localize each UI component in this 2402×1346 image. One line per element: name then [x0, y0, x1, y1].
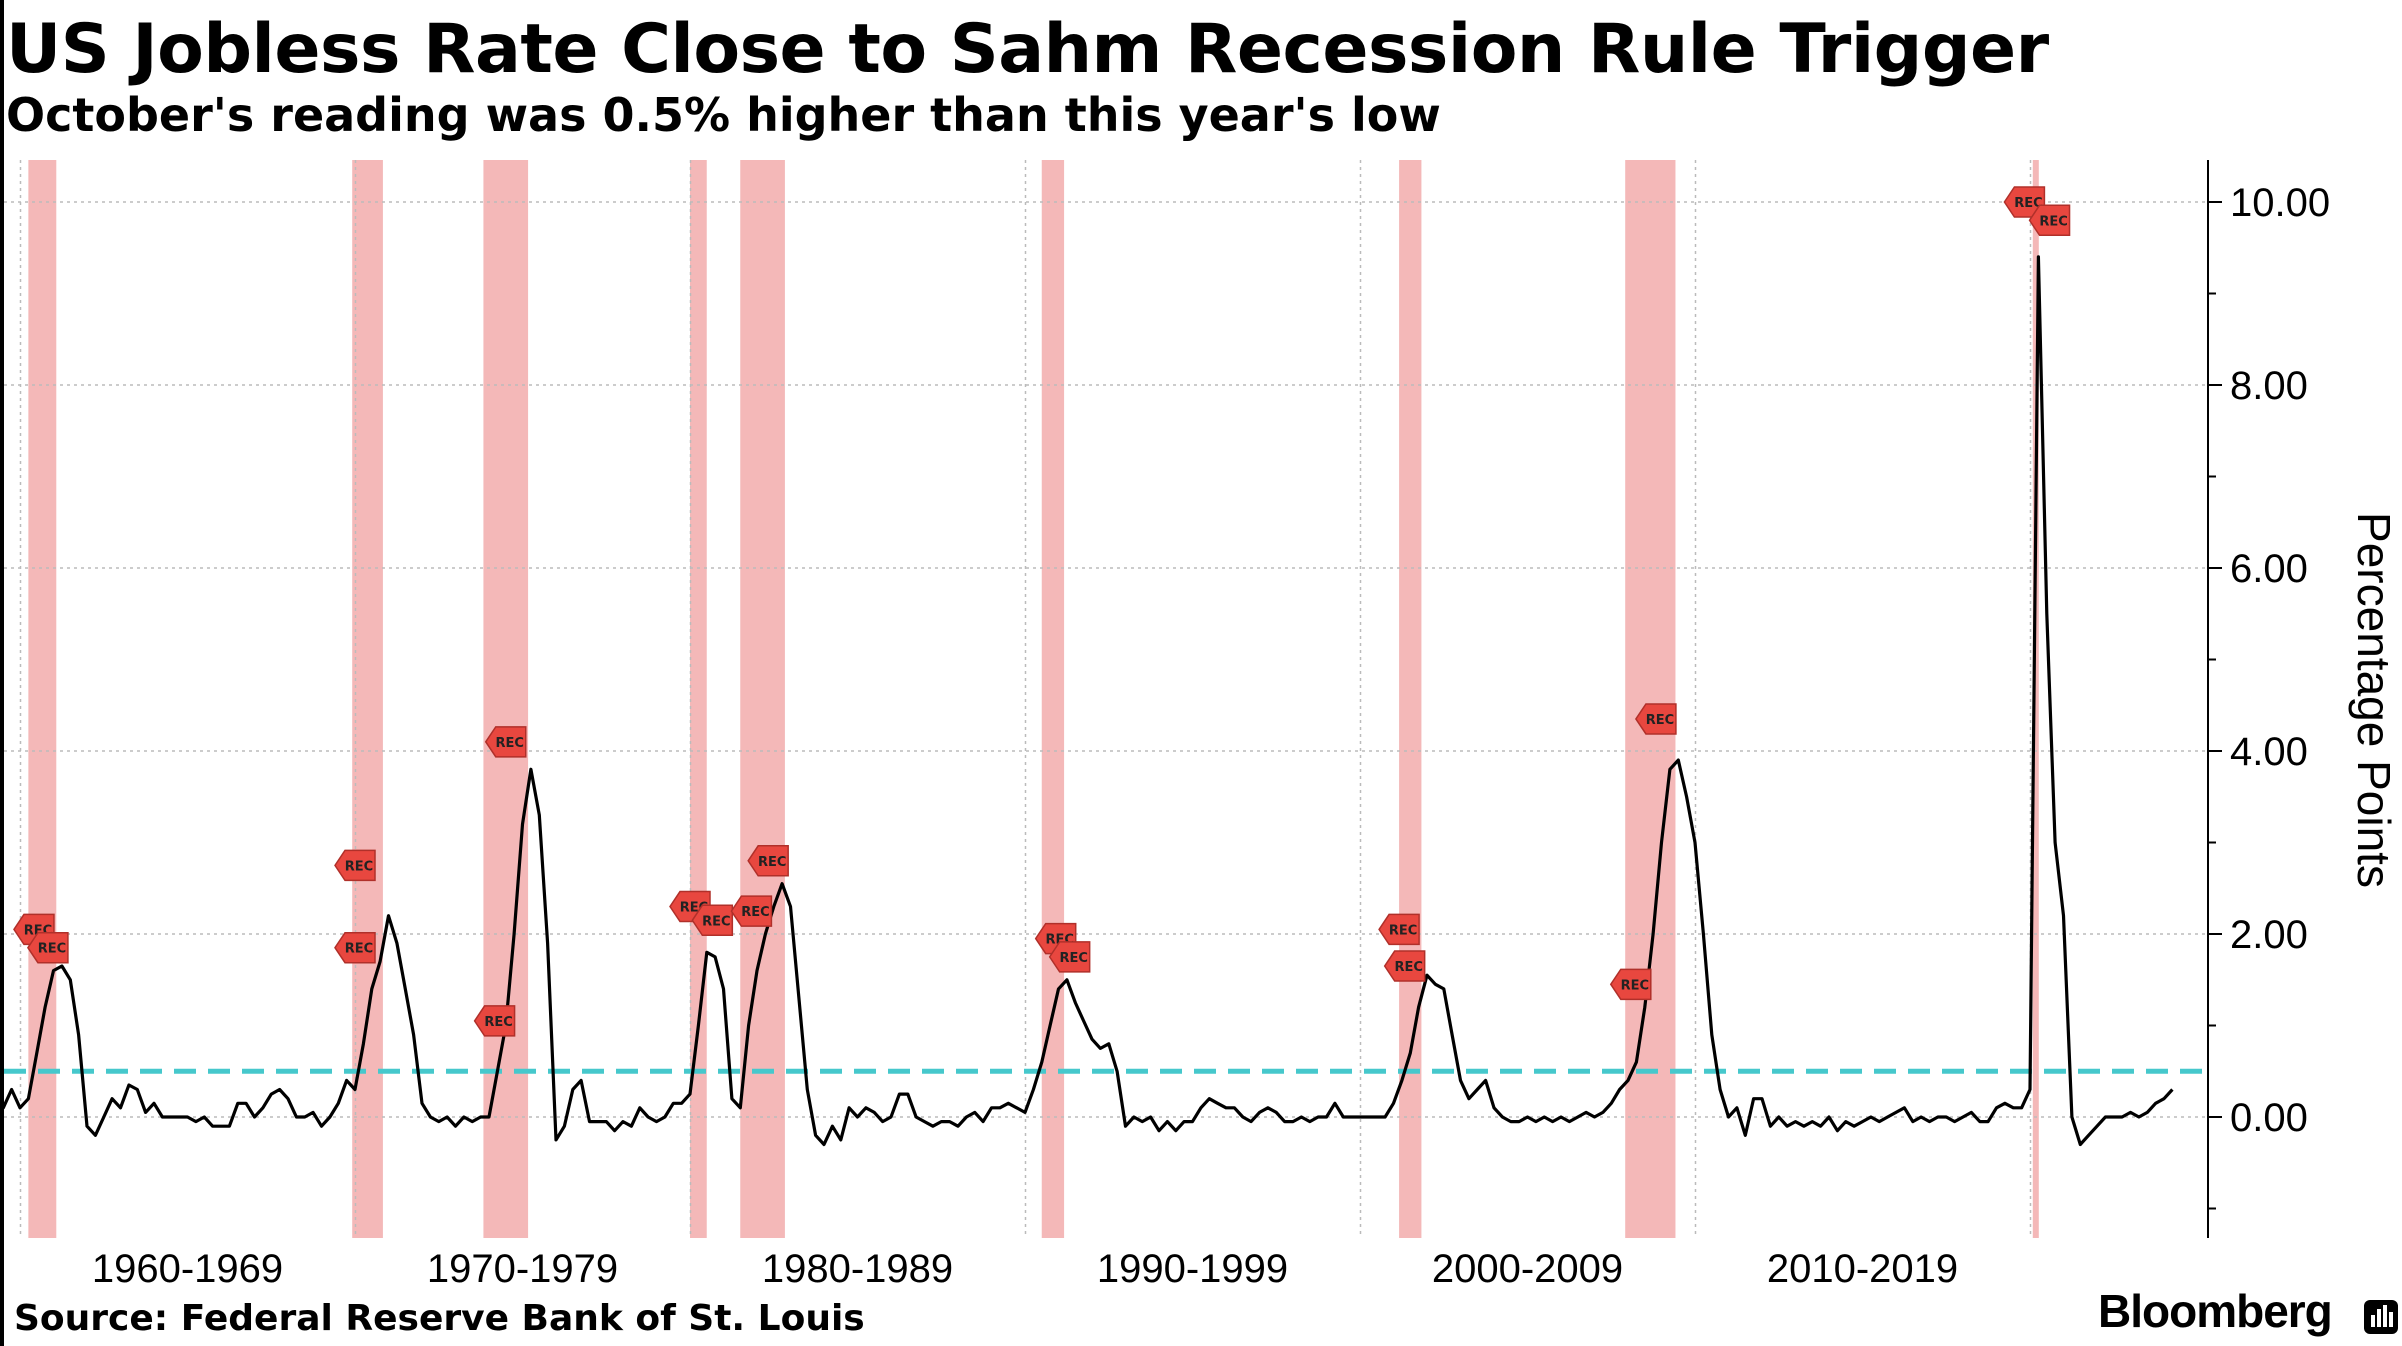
rec-marker-label: REC — [345, 859, 373, 874]
rec-marker-shape — [747, 845, 789, 877]
rec-marker: REC — [1609, 968, 1652, 1001]
left-border — [0, 0, 4, 1346]
rec-marker: REC — [1378, 913, 1420, 946]
terminal-icon — [2364, 1300, 2398, 1334]
y-axis-label-group: Percentage Points — [2348, 512, 2400, 888]
rec-marker: REC — [730, 895, 773, 927]
rec-marker: REC — [691, 904, 734, 937]
rec-marker-label: REC — [1389, 923, 1417, 938]
rec-marker-shape — [334, 849, 376, 882]
chart-subtitle: October's reading was 0.5% higher than t… — [6, 88, 1441, 142]
rec-marker-label: REC — [1059, 951, 1087, 966]
rec-marker-shape — [1048, 941, 1091, 973]
y-tick-label: 10.00 — [2230, 181, 2330, 225]
rec-marker-label: REC — [1394, 960, 1422, 975]
rec-marker-shape — [691, 904, 734, 937]
rec-marker-label: REC — [2014, 196, 2042, 211]
rec-marker-shape — [730, 895, 773, 927]
bloomberg-logo: Bloomberg — [2098, 1285, 2333, 1337]
recession-band — [740, 160, 785, 1238]
recession-band — [483, 160, 529, 1238]
y-axis-label: Percentage Points — [2348, 512, 2400, 888]
y-tick-label: 4.00 — [2230, 730, 2308, 774]
rec-marker: REC — [484, 726, 527, 758]
rec-marker-label: REC — [1621, 978, 1649, 993]
rec-marker-shape — [1609, 968, 1652, 1001]
rec-marker-shape — [2028, 204, 2071, 237]
x-category-label: 2010-2019 — [1767, 1247, 1958, 1291]
rec-marker-shape — [2003, 186, 2046, 218]
x-category-label: 1990-1999 — [1097, 1247, 1288, 1291]
rec-marker-label: REC — [345, 942, 373, 957]
rec-marker: REC — [1383, 950, 1426, 982]
rec-marker-label: REC — [741, 905, 769, 920]
rec-marker: REC — [1048, 941, 1091, 973]
x-category-label: 1960-1969 — [92, 1247, 283, 1291]
rec-marker-shape — [1635, 703, 1677, 735]
rec-marker-shape — [1378, 913, 1420, 946]
y-tick-label: 0.00 — [2230, 1096, 2308, 1140]
recession-band — [352, 160, 383, 1238]
rec-marker-label: REC — [484, 1015, 512, 1030]
rec-marker: REC — [27, 931, 69, 964]
y-tick-label: 6.00 — [2230, 547, 2308, 591]
series-line-group — [0, 255, 2174, 1147]
rec-marker: REC — [2028, 204, 2071, 237]
recession-band — [2032, 160, 2039, 1238]
recession-band — [1041, 160, 1065, 1238]
rec-marker: REC — [334, 849, 376, 882]
x-axis-categories: 1960-1969 1970-1979 1980-1989 1990-1999 2000… — [92, 1247, 1958, 1291]
rec-markers: REC REC REC REC REC REC REC REC REC REC REC REC REC R… — [13, 186, 2071, 1037]
source-note: Source: Federal Reserve Bank of St. Loui… — [14, 1298, 865, 1339]
rec-marker: REC — [747, 845, 789, 877]
rec-marker-label: REC — [758, 855, 786, 870]
y-tick-label: 8.00 — [2230, 364, 2308, 408]
rec-marker-label: REC — [2039, 214, 2067, 229]
y-axis: 0.00 2.00 4.00 6.00 8.00 10.00 — [2207, 160, 2330, 1238]
rec-marker-label: REC — [702, 914, 730, 929]
rec-marker: REC — [473, 1005, 516, 1037]
x-category-label: 1980-1989 — [762, 1247, 953, 1291]
y-tick-label: 2.00 — [2230, 913, 2308, 957]
rec-marker-label: REC — [1646, 713, 1674, 728]
rec-marker-label: REC — [38, 942, 66, 957]
gridlines — [4, 160, 2208, 1238]
rec-marker-shape — [27, 931, 69, 964]
rec-marker-shape — [484, 726, 527, 758]
rec-marker: REC — [2003, 186, 2046, 218]
recession-bands — [28, 160, 2039, 1238]
recession-band — [1625, 160, 1676, 1238]
rec-marker: REC — [1635, 703, 1677, 735]
x-category-label: 2000-2009 — [1432, 1247, 1623, 1291]
rec-marker-shape — [473, 1005, 516, 1037]
rec-marker-label: REC — [496, 736, 524, 751]
recession-band — [28, 160, 57, 1238]
series-line — [0, 255, 2174, 1147]
rec-marker-shape — [1383, 950, 1426, 982]
chart-title: US Jobless Rate Close to Sahm Recession … — [6, 10, 2049, 89]
rec-marker-shape — [334, 931, 376, 964]
recession-band — [690, 160, 707, 1238]
rec-marker: REC — [334, 931, 376, 964]
x-category-label: 1970-1979 — [427, 1247, 618, 1291]
